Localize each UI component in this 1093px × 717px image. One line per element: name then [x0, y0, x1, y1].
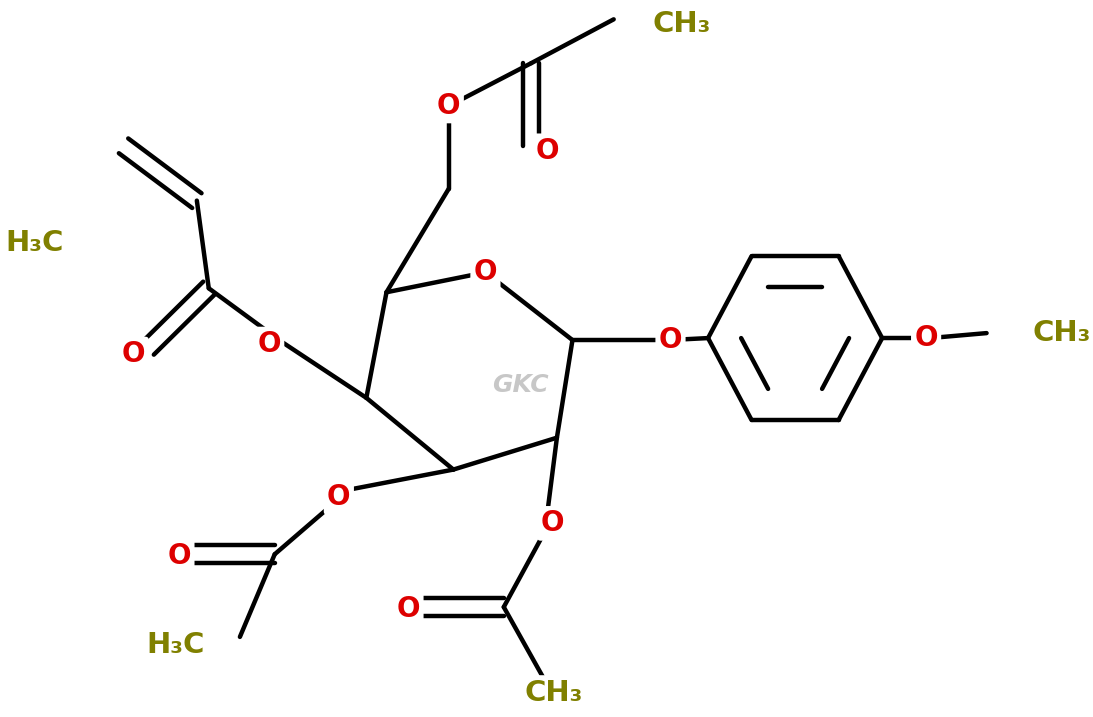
Text: H₃C: H₃C [5, 229, 64, 257]
Text: O: O [122, 340, 145, 368]
Text: O: O [659, 326, 682, 354]
Text: O: O [167, 542, 191, 570]
Text: GKC: GKC [492, 373, 549, 397]
Text: O: O [258, 330, 281, 358]
Text: O: O [397, 595, 420, 623]
Text: CH₃: CH₃ [1033, 319, 1091, 347]
Text: O: O [915, 324, 938, 352]
Text: O: O [541, 509, 564, 537]
Text: O: O [473, 258, 497, 286]
Text: H₃C: H₃C [146, 631, 205, 659]
Text: O: O [536, 137, 560, 165]
Text: O: O [437, 92, 460, 120]
Text: CH₃: CH₃ [525, 679, 584, 707]
Text: O: O [327, 483, 351, 511]
Text: CH₃: CH₃ [653, 10, 710, 38]
